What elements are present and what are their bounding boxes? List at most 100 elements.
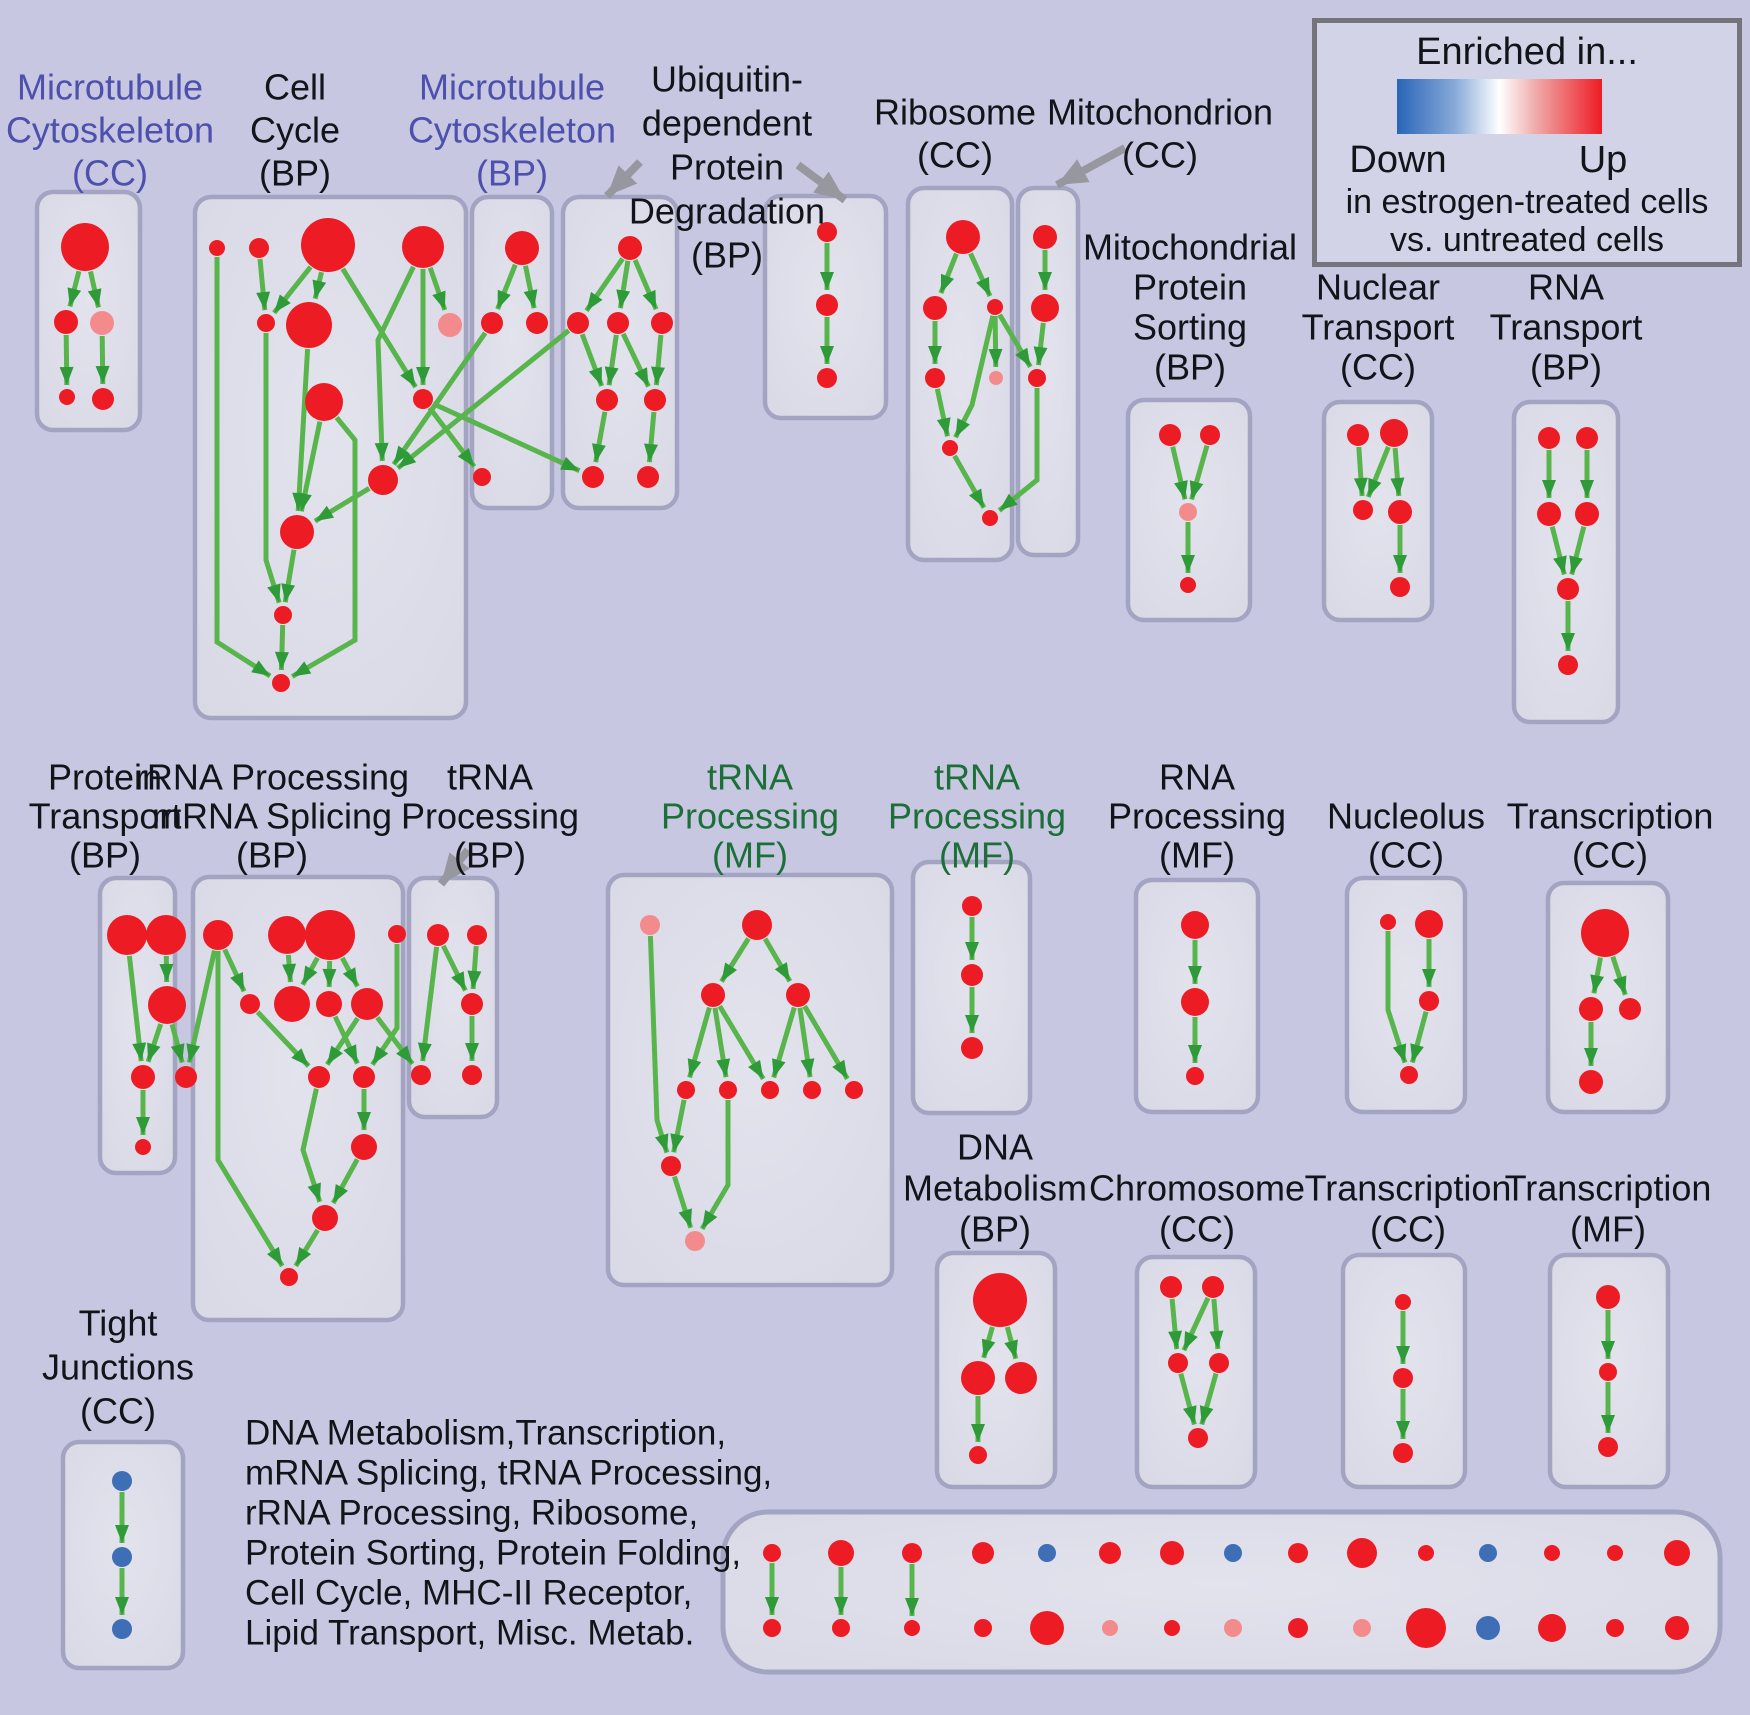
node-mito-m [1031,294,1059,322]
node-ubiq1-c [651,312,673,334]
edge-arrow [1181,1296,1211,1352]
cluster-box-trans_cc2 [1545,880,1671,1115]
category-list-line: DNA Metabolism,Transcription, [245,1413,726,1452]
cluster-label-cell_cycle: Cell [264,67,326,108]
edge-arrow [282,954,297,983]
node-trans_cc2-b [1579,1070,1603,1094]
node-prot-b [135,1139,151,1155]
node-ubiq1-b [607,312,629,334]
bottom-node-top-8 [1288,1543,1308,1563]
edge-arrow [222,948,247,993]
annotation-label-0: Degradation [629,191,825,232]
node-cell_cycle-c [301,218,355,272]
node-ribosome-bb [982,510,998,526]
node-trans_cc3-c [1393,1443,1413,1463]
node-mt_cc-d [59,389,75,405]
cluster-label-rnap_mf: (MF) [1159,835,1235,876]
node-trna_bp-tr [467,925,487,945]
bottom-node-bottom-3 [974,1619,992,1637]
edge-arrow [300,956,320,986]
edge-arrow [1033,322,1048,366]
edge-arrow [1170,446,1188,500]
edge-arrow [427,266,448,311]
edge-arrow [647,935,670,1154]
edge-arrow [370,944,400,1066]
node-mtbp-t [505,231,539,265]
node-ubiq1-g [637,466,659,488]
node-ribosome-lp [989,371,1003,385]
edge-arrow [441,944,468,992]
node-trna_mf1-ml [701,983,725,1007]
bottom-node-bottom-11 [1476,1616,1500,1640]
edge-arrow [997,388,1040,513]
cluster-label-ribosome: Ribosome [874,92,1036,133]
pointer-arrow [604,159,643,199]
node-prot-m [148,986,186,1024]
bottom-node-top-6 [1160,1541,1184,1565]
edge-arrow [1549,525,1567,576]
bottom-node-bottom-4 [1030,1611,1064,1645]
edge-arrow [632,259,659,311]
cluster-label-nuct: Transport [1302,307,1455,348]
bottom-node-bottom-7 [1224,1619,1242,1637]
node-mps-b [1200,425,1220,445]
edge-arrow [1189,444,1210,501]
cluster-label-nuct: (CC) [1340,347,1416,388]
node-chromosome-ml [1168,1353,1188,1373]
node-trna_mf1-r2 [761,1081,779,1099]
category-list-line: Lipid Transport, Misc. Metab. [245,1613,694,1652]
node-tight-b [112,1547,132,1567]
bottom-node-top-4 [1038,1544,1056,1562]
node-nuct-mr [1388,500,1412,524]
edge-arrow [938,252,959,295]
shared-cluster-box [720,1509,1723,1675]
node-cell_cycle-b [249,238,269,258]
node-trna_mf2-b [961,964,983,986]
edge-arrow [523,265,538,309]
cluster-label-chromosome: (CC) [1159,1209,1235,1250]
layer-labels: MicrotubuleCytoskeleton(CC)CellCycle(BP)… [6,59,1713,1653]
layer-nodes [54,218,1690,1648]
node-dna_met-b [969,1446,987,1464]
edge-arrow [274,624,289,671]
edge-arrow [1390,447,1405,497]
edge-arrow [417,946,440,1062]
edge-arrow [771,1006,797,1079]
category-list-line: Cell Cycle, MHC-II Receptor, [245,1573,692,1612]
edge-arrow [717,1004,766,1081]
node-trans_mf-b [1599,1363,1617,1381]
edge-arrow [651,334,665,386]
node-ubiq1-a [567,312,589,334]
node-trna_mf1-mr [786,983,810,1007]
cluster-label-rnat: (BP) [1530,347,1602,388]
cluster-label-mito: (CC) [1122,135,1198,176]
node-trna_mf2-c [961,1037,983,1059]
edge-arrow [256,258,271,311]
edge-arrow [712,1007,731,1078]
node-mt_cc-a [61,223,109,271]
cluster-label-rrna: (BP) [236,835,308,876]
edge-arrow [340,267,418,389]
node-trna_bp-lr [462,1065,482,1085]
edge-arrow [670,1099,687,1153]
node-ubiq1-e [644,389,666,411]
pointer-arrow [795,161,848,204]
edge-arrow [59,334,74,386]
bottom-node-top-7 [1224,1544,1242,1562]
cluster-label-tight: (CC) [80,1391,156,1432]
edge-arrow [467,945,482,990]
node-chromosome-tl [1160,1276,1182,1298]
node-tight-a [112,1471,132,1491]
edge-arrow [797,1007,815,1078]
edge-arrow [255,1010,311,1068]
edge-arrow [293,1228,320,1268]
node-ribosome-ll [925,368,945,388]
node-rrna-t1 [268,916,306,954]
cluster-label-trna_mf1: tRNA [707,757,793,798]
edge-arrow [186,950,217,1063]
cluster-label-trans_cc2: (CC) [1572,835,1648,876]
bottom-node-bottom-1 [832,1619,850,1637]
legend-down-label: Down [1349,139,1447,181]
node-trans_cc3-a [1395,1294,1411,1310]
